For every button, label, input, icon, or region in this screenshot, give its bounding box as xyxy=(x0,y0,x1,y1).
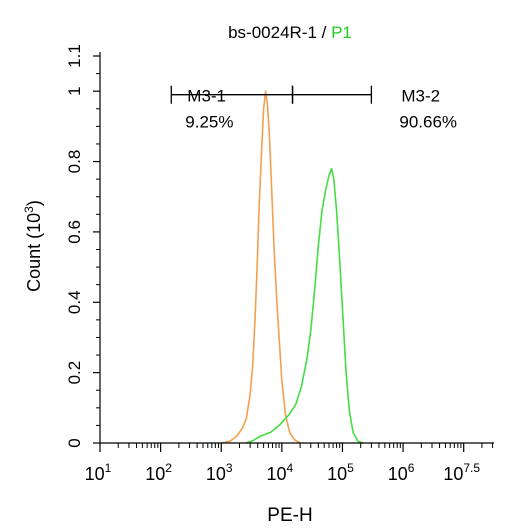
x-tick-label: 105 xyxy=(327,461,354,484)
x-tick-exp: 5 xyxy=(347,461,354,475)
marker-label-1: M3-1 xyxy=(187,87,226,106)
x-tick-exp: 1 xyxy=(105,461,112,475)
x-tick-label: 103 xyxy=(206,461,233,484)
x-tick-label: 106 xyxy=(388,461,415,484)
x-tick-label: 107.5 xyxy=(443,461,480,484)
x-tick-base: 10 xyxy=(145,464,165,484)
chart-title-main: bs-0024R-1 / xyxy=(228,23,331,42)
x-tick-base: 10 xyxy=(327,464,347,484)
y-tick-label: 0.2 xyxy=(65,361,84,385)
marker-percent-1: 9.25% xyxy=(185,113,233,132)
y-tick-label: 0.4 xyxy=(65,290,84,314)
histogram-series-2 xyxy=(245,167,364,444)
y-axis-label-text: Count (10 xyxy=(24,213,44,292)
y-tick-label: 0 xyxy=(65,438,84,447)
x-tick-exp: 4 xyxy=(287,461,294,475)
x-tick-exp: 2 xyxy=(165,461,172,475)
y-tick-label: 1 xyxy=(65,86,84,95)
x-tick-base: 10 xyxy=(388,464,408,484)
x-tick-base: 10 xyxy=(85,464,105,484)
histogram-series-1 xyxy=(221,90,301,444)
x-tick-label: 104 xyxy=(266,461,293,484)
x-axis-label: PE-H xyxy=(267,505,312,526)
x-tick-label: 101 xyxy=(85,461,112,484)
y-tick-label: 0.8 xyxy=(65,150,84,174)
y-axis-label: Count (103) xyxy=(22,200,44,292)
marker-percent-2: 90.66% xyxy=(399,113,457,132)
chart-title: bs-0024R-1 / P1 xyxy=(228,23,352,42)
y-axis-label-close: ) xyxy=(24,200,44,206)
x-tick-label: 102 xyxy=(145,461,172,484)
x-tick-exp: 6 xyxy=(408,461,415,475)
x-tick-base: 10 xyxy=(206,464,226,484)
x-tick-base: 10 xyxy=(266,464,286,484)
y-axis-label-exp: 3 xyxy=(22,206,36,213)
x-tick-exp: 7.5 xyxy=(463,461,480,475)
y-tick-label: 0.6 xyxy=(65,220,84,244)
x-tick-base: 10 xyxy=(443,464,463,484)
chart-title-gate: P1 xyxy=(331,23,352,42)
y-tick-label: 1.1 xyxy=(65,44,84,68)
marker-label-2: M3-2 xyxy=(401,87,440,106)
x-tick-exp: 3 xyxy=(226,461,233,475)
